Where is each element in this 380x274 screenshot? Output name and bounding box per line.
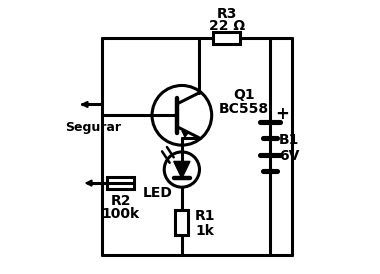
- Text: R2: R2: [111, 194, 131, 208]
- Text: BC558: BC558: [219, 102, 269, 116]
- Polygon shape: [174, 161, 190, 178]
- Text: Q1: Q1: [233, 88, 255, 102]
- Text: R3: R3: [217, 7, 237, 21]
- Text: +: +: [275, 105, 289, 123]
- Text: 22 Ω: 22 Ω: [209, 19, 245, 33]
- Text: 1k: 1k: [195, 224, 214, 238]
- Text: B1: B1: [279, 133, 299, 147]
- Text: Segurar: Segurar: [65, 121, 121, 134]
- Text: 6V: 6V: [279, 149, 299, 163]
- Bar: [213, 32, 240, 44]
- Text: R1: R1: [195, 209, 215, 223]
- Text: LED: LED: [142, 185, 173, 199]
- Text: 100k: 100k: [102, 207, 140, 221]
- Bar: [107, 177, 135, 189]
- Bar: [175, 210, 188, 235]
